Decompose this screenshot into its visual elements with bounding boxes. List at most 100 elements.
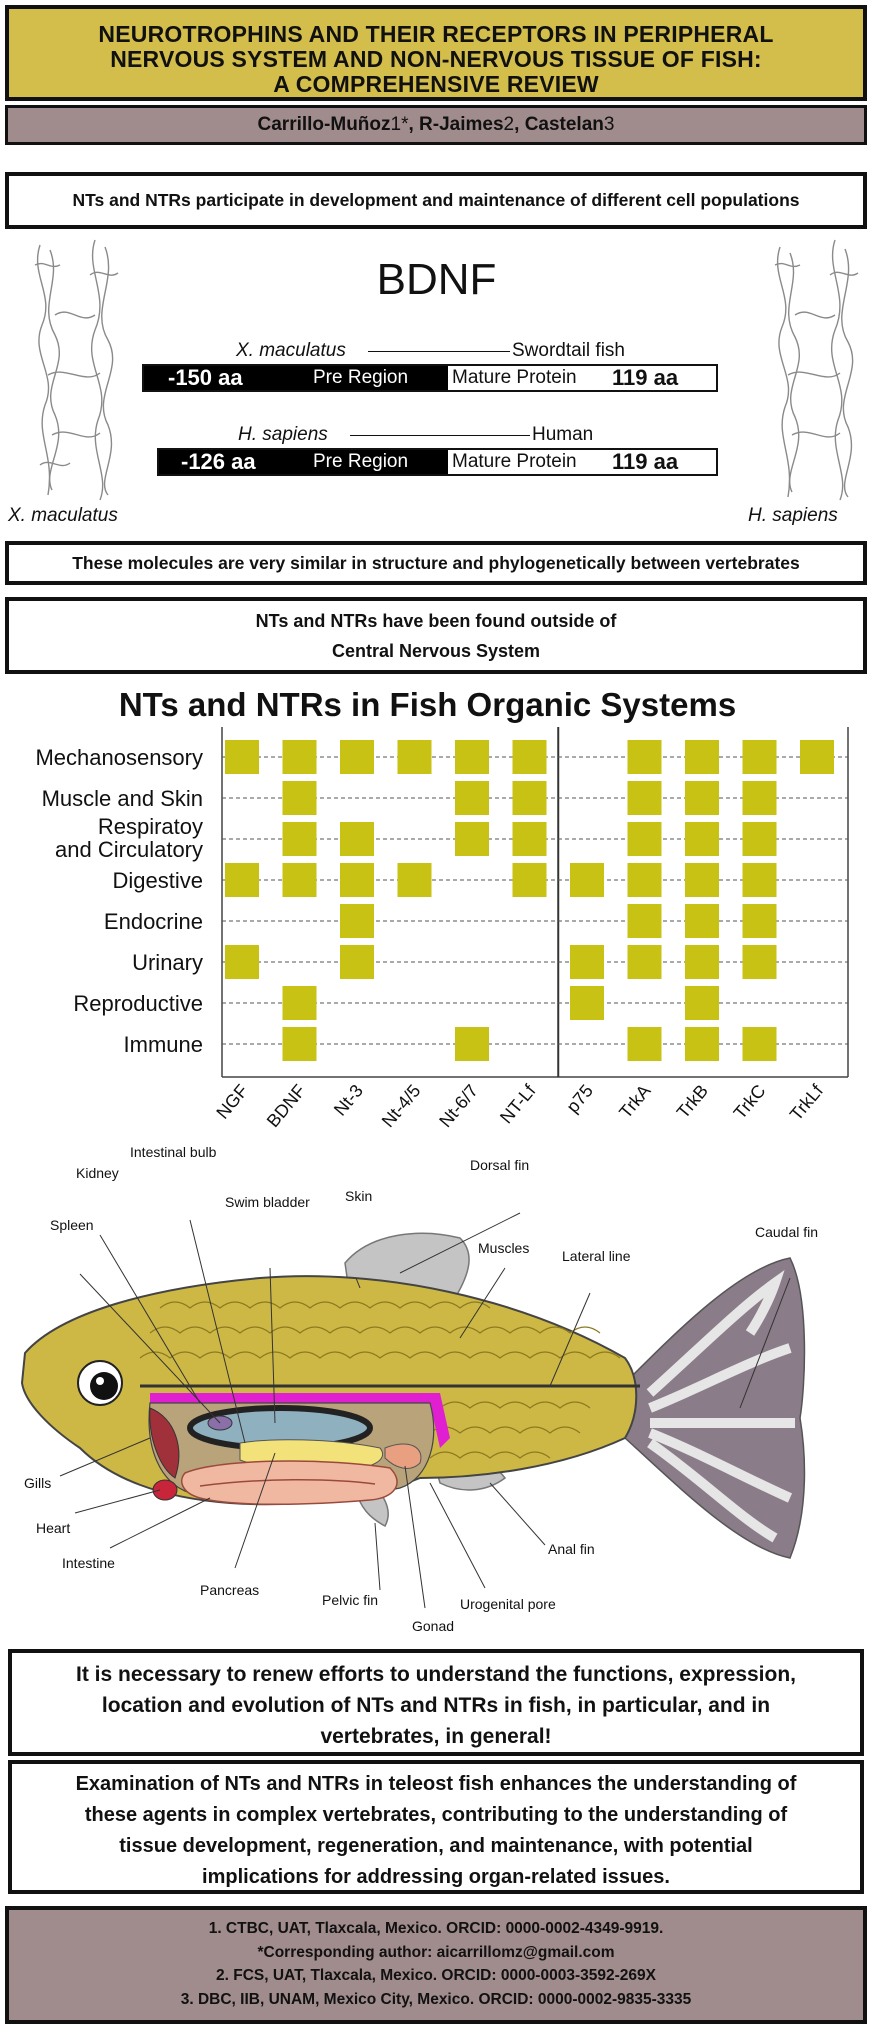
message-similarity: These molecules are very similar in stru…	[5, 541, 867, 585]
message-exam-line1: Examination of NTs and NTRs in teleost f…	[75, 1773, 797, 1795]
row2-mature-label: Mature Protein	[452, 451, 577, 472]
kidney-stripe	[150, 1393, 450, 1448]
chart-cell	[340, 740, 374, 774]
chart-row-label: Muscle and Skin	[42, 786, 203, 811]
chart-cell	[282, 986, 317, 1020]
label-intestinal-bulb: Intestinal bulb	[130, 1144, 217, 1160]
label-gonad: Gonad	[412, 1618, 455, 1634]
author-3-affil: 3	[603, 114, 615, 135]
label-kidney: Kidney	[76, 1165, 119, 1181]
row2-connector	[350, 435, 530, 436]
chart-cell	[685, 1027, 719, 1061]
chart-cell	[742, 863, 777, 897]
h-sapiens-protein-structure	[774, 239, 859, 501]
label-lateral-line: Lateral line	[562, 1248, 631, 1264]
chart-column-label: TrkC	[730, 1081, 770, 1123]
affiliation-2: 2. FCS, UAT, Tlaxcala, Mexico. ORCID: 00…	[216, 1967, 656, 1984]
label-intestine: Intestine	[62, 1555, 115, 1571]
chart-column-label: TrkB	[673, 1081, 712, 1122]
chart-column-label: Nt-4/5	[378, 1081, 425, 1131]
author-2-affil: 2	[503, 114, 515, 135]
label-heart: Heart	[36, 1520, 71, 1536]
chart-cell	[742, 904, 777, 938]
row2-mature-region: Mature Protein 119 aa	[448, 449, 716, 474]
row1-common-name: Swordtail fish	[512, 340, 625, 361]
species-right-label: H. sapiens	[748, 505, 838, 526]
title-line-1: NEUROTROPHINS AND THEIR RECEPTORS IN PER…	[98, 21, 774, 47]
chart-cell	[742, 822, 777, 856]
row1-pre-label: Pre Region	[313, 367, 409, 388]
chart-cell	[512, 822, 547, 856]
chart-cell	[282, 822, 317, 856]
row2-pre-region: -126 aa Pre Region	[159, 449, 448, 474]
chart-cell	[627, 1027, 662, 1061]
label-leader-lines	[59, 1212, 791, 1609]
chart-column-label: p75	[562, 1081, 597, 1117]
chart-row-label: Mechanosensory	[35, 745, 203, 770]
chart-cell	[340, 863, 374, 897]
chart-cell	[742, 740, 777, 774]
chart-cell	[570, 863, 604, 897]
row2-pre-label: Pre Region	[313, 451, 409, 472]
author-2: R-Jaimes	[419, 114, 504, 135]
chart-column-label: NT-Lf	[496, 1080, 540, 1127]
chart-cell	[570, 986, 604, 1020]
chart-cell	[627, 822, 662, 856]
chart-row-label: Immune	[124, 1032, 203, 1057]
author-sep-1: ,	[408, 114, 420, 135]
chart-cell	[742, 945, 777, 979]
chart-cell	[742, 781, 777, 815]
chart-cell	[282, 863, 317, 897]
corresponding-author: *Corresponding author: aicarrillomz@gmai…	[257, 1943, 615, 1961]
label-swim-bladder: Swim bladder	[225, 1194, 310, 1210]
label-spleen: Spleen	[50, 1217, 94, 1233]
chart-row-label: Endocrine	[104, 909, 203, 934]
author-3: Castelan	[524, 114, 604, 135]
row1-pre-aa: -150 aa	[168, 365, 243, 390]
chart-cell	[685, 945, 719, 979]
chart-column-label: TrkLf	[786, 1080, 828, 1125]
author-1: Carrillo-Muñoz	[257, 114, 391, 135]
chart-cell	[225, 945, 259, 979]
row1-sequence-bar: -150 aa Pre Region Mature Protein 119 aa	[142, 364, 718, 392]
caudal-fin-shape	[624, 1257, 806, 1559]
chart-row-label: Reproductive	[73, 991, 203, 1016]
chart-cell	[685, 904, 719, 938]
chart-row-label-cont: and Circulatory	[55, 837, 203, 862]
row1-mature-label: Mature Protein	[452, 367, 577, 388]
affiliations-footer: 1. CTBC, UAT, Tlaxcala, Mexico. ORCID: 0…	[5, 1906, 867, 2024]
chart-cell	[225, 863, 259, 897]
message-renew-line3: vertebrates, in general!	[320, 1725, 552, 1748]
poster-title: NEUROTROPHINS AND THEIR RECEPTORS IN PER…	[5, 5, 867, 101]
row2-common-name: Human	[532, 424, 594, 445]
message-renew-line2: location and evolution of NTs and NTRs i…	[101, 1694, 771, 1717]
chart-cell	[685, 740, 719, 774]
chart-cell	[455, 1027, 489, 1061]
chart-cell	[282, 781, 317, 815]
row1-mature-region: Mature Protein 119 aa	[448, 365, 716, 390]
bdnf-structure-panel	[34, 239, 859, 501]
row2-sequence-bar: -126 aa Pre Region Mature Protein 119 aa	[157, 448, 718, 476]
authors-bar: Carrillo-Muñoz1*, R-Jaimes2, Castelan3	[5, 105, 867, 145]
title-line-3: A COMPREHENSIVE REVIEW	[273, 71, 599, 97]
chart-row-labels: Mechanosensory Muscle and Skin Respiratoya…	[35, 745, 203, 1057]
intestine-shape	[181, 1460, 398, 1506]
chart-cell	[627, 781, 662, 815]
gills-shape	[149, 1407, 180, 1479]
chart-cell	[282, 740, 317, 774]
x-maculatus-protein-structure	[34, 239, 119, 501]
chart-cell	[627, 945, 662, 979]
chart-cell	[512, 781, 547, 815]
chart-cell	[685, 781, 719, 815]
chart-column-labels: NGF BDNF Nt-3 Nt-4/5 Nt-6/7 NT-Lf p75 TrkA TrkB T…	[212, 1080, 827, 1131]
chart-cell	[570, 945, 604, 979]
title-line-2: NERVOUS SYSTEM AND NON-NERVOUS TISSUE OF…	[110, 46, 762, 72]
chart-row-label: Digestive	[113, 868, 203, 893]
message-outside-cns-line1: NTs and NTRs have been found outside of	[255, 611, 617, 631]
label-anal-fin: Anal fin	[548, 1541, 595, 1557]
chart-cell	[455, 781, 489, 815]
author-1-affil: 1*	[390, 114, 409, 135]
chart-column-label: Nt-3	[330, 1081, 367, 1120]
row2-species: H. sapiens	[238, 424, 328, 445]
chart-column-label: TrkA	[615, 1081, 654, 1122]
